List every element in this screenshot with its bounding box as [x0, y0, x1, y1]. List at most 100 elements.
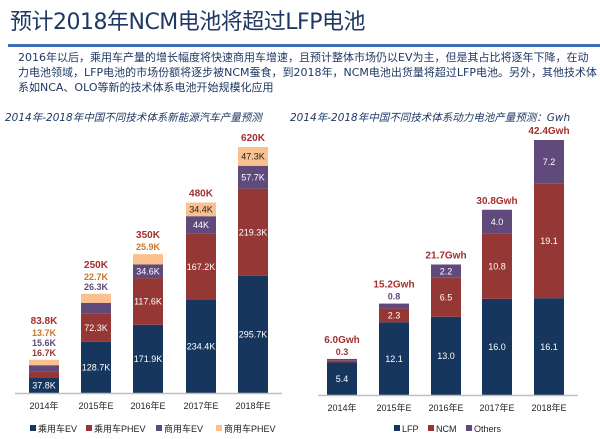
segment-label: 0.8: [388, 292, 401, 302]
page-title: 预计2018年NCM电池将超过LFP电池: [10, 10, 365, 35]
segment-label: 19.1: [540, 236, 558, 246]
segment-label: 13.0: [437, 351, 455, 361]
category-label: 2016年E: [428, 402, 463, 413]
bar-segment: [29, 371, 59, 379]
bar-segment: [186, 216, 216, 234]
category-label: 2014年: [327, 402, 356, 413]
bar-segment: [186, 202, 216, 217]
segment-label: 25.9K: [136, 242, 161, 252]
legend-swatch: [156, 425, 162, 431]
total-label: 15.2Gwh: [373, 280, 414, 291]
legend-swatch: [466, 425, 472, 431]
bar-segment: [81, 313, 111, 342]
bar-segment: [534, 183, 564, 299]
segment-label: 167.2K: [187, 262, 216, 272]
segment-label: 13.7K: [32, 328, 57, 338]
bar-segment: [29, 365, 59, 372]
total-label: 480K: [189, 189, 214, 200]
total-label: 42.4Gwh: [528, 126, 569, 137]
bar-segment: [431, 264, 461, 278]
segment-label: 37.8K: [32, 381, 56, 391]
segment-label: 128.7K: [82, 363, 111, 373]
legend-label: 乘用车EV: [38, 423, 77, 434]
chart-title: 2014年-2018年中国不同技术体系动力电池产量预测：Gwh: [290, 112, 570, 124]
legend-swatch: [216, 425, 222, 431]
bar-segment: [482, 233, 512, 299]
bar-segment: [327, 358, 357, 361]
segment-label: 26.3K: [84, 282, 109, 292]
segment-label: 0.3: [336, 347, 349, 357]
legend-swatch: [86, 425, 92, 431]
bar-segment: [81, 341, 111, 393]
segment-label: 34.4K: [189, 205, 213, 215]
category-label: 2017年E: [183, 400, 218, 411]
bar-segment: [534, 140, 564, 184]
bar-segment: [186, 299, 216, 393]
segment-label: 171.9K: [134, 354, 163, 364]
segment-label: 16.1: [540, 342, 558, 352]
total-label: 83.8K: [31, 316, 58, 327]
segment-label: 44K: [193, 220, 209, 230]
bar-segment: [238, 147, 268, 166]
bar-segment: [29, 378, 59, 393]
category-label: 2018年E: [235, 400, 270, 411]
segment-label: 47.3K: [241, 152, 265, 162]
bar-segment: [379, 308, 409, 323]
category-label: 2015年E: [78, 400, 113, 411]
bar-segment: [133, 278, 163, 325]
bar-segment: [327, 362, 357, 395]
segment-label: 219.3K: [239, 227, 268, 237]
total-label: 250K: [84, 260, 109, 271]
segment-label: 234.4K: [187, 342, 216, 352]
bar-segment: [238, 165, 268, 189]
bar-segment: [431, 277, 461, 317]
category-label: 2016年E: [130, 400, 165, 411]
segment-label: 34.6K: [136, 266, 160, 276]
segment-label: 12.1: [385, 354, 403, 364]
bar-segment: [431, 316, 461, 395]
segment-label: 2.2: [440, 266, 453, 276]
segment-label: 15.6K: [32, 338, 57, 348]
summary-paragraph: 2016年以后，乘用车产量的增长幅度将快速商用车增速，且预计整体市场仍以EV为主…: [18, 51, 597, 94]
legend-label: Others: [474, 424, 502, 434]
category-label: 2015年E: [376, 402, 411, 413]
legend-label: 商用车PHEV: [224, 423, 276, 434]
segment-label: 16.0: [488, 342, 506, 352]
bar-segment: [379, 303, 409, 309]
total-label: 620K: [241, 133, 266, 144]
segment-label: 22.7K: [84, 272, 109, 282]
segment-label: 16.7K: [32, 348, 57, 358]
bar-segment: [379, 322, 409, 395]
bar-segment: [482, 209, 512, 234]
segment-label: 7.2: [543, 157, 556, 167]
category-label: 2017年E: [479, 402, 514, 413]
chart-title: 2014年-2018年中国不同技术体系新能源汽车产量预测: [5, 112, 263, 124]
segment-label: 10.8: [488, 261, 506, 271]
bar-segment: [238, 275, 268, 393]
legend-swatch: [30, 425, 36, 431]
bar-segment: [534, 298, 564, 395]
segment-label: 4.0: [491, 217, 504, 227]
category-label: 2014年: [29, 400, 58, 411]
legend-label: LFP: [402, 424, 419, 434]
legend-swatch: [428, 425, 434, 431]
bar-segment: [81, 293, 111, 303]
legend-label: 商用车EV: [164, 423, 203, 434]
category-label: 2018年E: [531, 402, 566, 413]
segment-label: 57.7K: [241, 172, 265, 182]
legend-swatch: [394, 425, 400, 431]
bar-segment: [482, 298, 512, 395]
bar-segment: [133, 324, 163, 393]
total-label: 30.8Gwh: [476, 196, 517, 207]
segment-label: 6.5: [440, 292, 453, 302]
legend-label: NCM: [436, 424, 457, 434]
total-label: 350K: [136, 230, 161, 241]
bar-segment: [327, 360, 357, 363]
bar-segment: [81, 302, 111, 314]
bar-segment: [186, 233, 216, 300]
bar-segment: [238, 188, 268, 276]
total-label: 6.0Gwh: [324, 335, 360, 346]
segment-label: 5.4: [336, 374, 349, 384]
title-divider: [8, 44, 600, 47]
